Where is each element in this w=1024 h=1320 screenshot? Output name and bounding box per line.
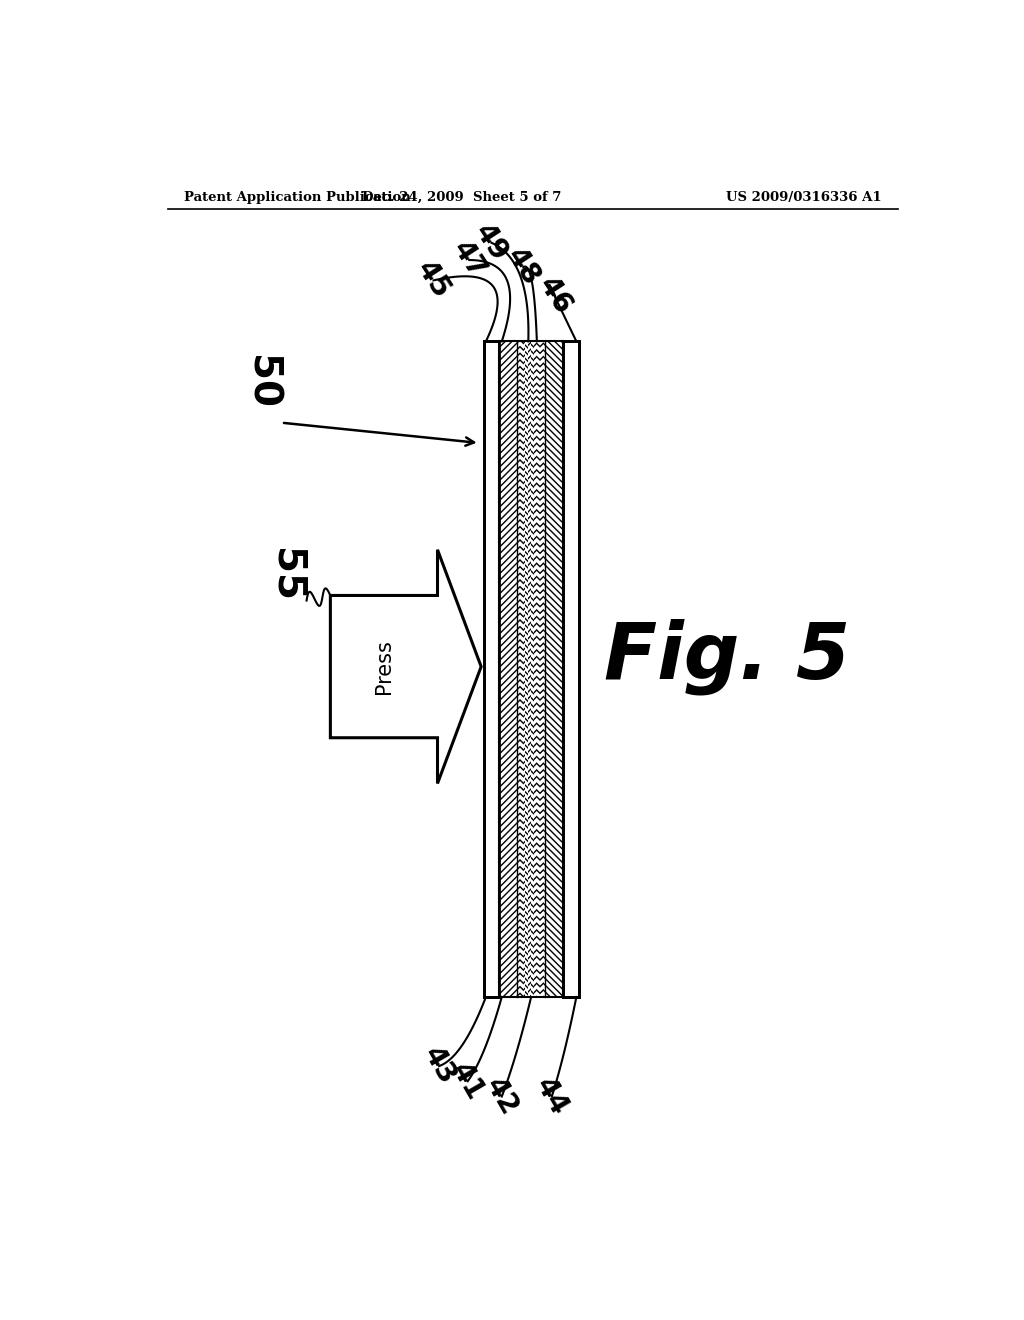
Text: Dec. 24, 2009  Sheet 5 of 7: Dec. 24, 2009 Sheet 5 of 7 (361, 190, 561, 203)
Text: 50: 50 (243, 355, 281, 409)
Bar (483, 342, 500, 997)
Text: Patent Application Publication: Patent Application Publication (183, 190, 411, 203)
Bar (543, 342, 546, 997)
Bar (563, 342, 579, 997)
Text: 46: 46 (532, 272, 578, 319)
Bar (546, 342, 563, 997)
Bar (537, 342, 540, 997)
Bar (520, 342, 522, 997)
Bar (517, 342, 520, 997)
Text: 55: 55 (267, 548, 306, 602)
Bar (522, 342, 525, 997)
Text: 45: 45 (412, 256, 456, 305)
Text: Fig. 5: Fig. 5 (604, 618, 850, 694)
Bar (528, 342, 531, 997)
Text: 41: 41 (445, 1057, 489, 1105)
Bar (531, 342, 534, 997)
Polygon shape (331, 549, 481, 784)
Bar (483, 342, 500, 997)
Text: 49: 49 (469, 219, 514, 267)
Text: 44: 44 (530, 1073, 573, 1121)
Bar (525, 342, 528, 997)
Text: Press: Press (374, 639, 394, 694)
Bar (500, 342, 517, 997)
Text: US 2009/0316336 A1: US 2009/0316336 A1 (726, 190, 882, 203)
Bar (540, 342, 543, 997)
Text: 48: 48 (501, 243, 546, 290)
Bar (500, 342, 563, 997)
Text: 43: 43 (417, 1043, 461, 1090)
Bar (534, 342, 537, 997)
Text: 42: 42 (480, 1073, 523, 1121)
Bar (563, 342, 579, 997)
Bar (500, 342, 563, 997)
Text: 47: 47 (446, 236, 492, 284)
